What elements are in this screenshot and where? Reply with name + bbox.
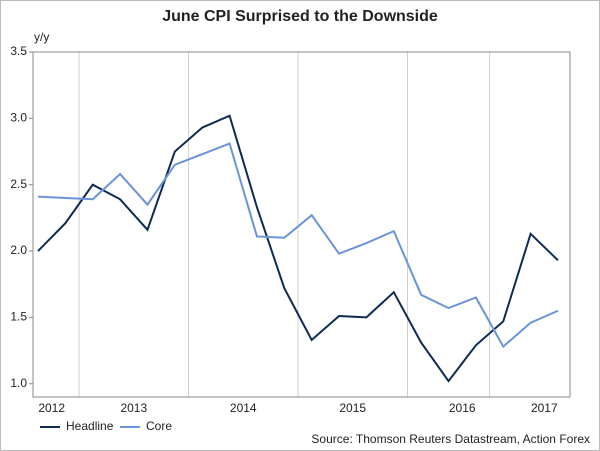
- y-tick-label: 1.5: [10, 310, 27, 324]
- x-tick-label: 2015: [339, 401, 366, 415]
- y-tick-label: 1.0: [10, 376, 27, 390]
- chart-title: June CPI Surprised to the Downside: [162, 8, 438, 25]
- y-tick-label: 3.5: [10, 44, 27, 58]
- x-tick-label: 2013: [120, 401, 147, 415]
- source: Source: Thomson Reuters Datastream, Acti…: [311, 432, 590, 446]
- x-tick-label: 2017: [531, 401, 558, 415]
- x-tick-label: 2016: [449, 401, 476, 415]
- y-tick-label: 2.0: [10, 243, 27, 257]
- line-series: [37, 114, 559, 383]
- x-tick-label: 2014: [230, 401, 257, 415]
- legend-label: Core: [146, 419, 172, 433]
- y-axis-label: y/y: [34, 30, 49, 44]
- y-tick-label: 3.0: [10, 111, 27, 125]
- plot-frame: [32, 51, 571, 398]
- x-tick-label: 2012: [38, 401, 65, 415]
- y-tick-label: 2.5: [10, 177, 27, 191]
- line-series: [37, 142, 559, 349]
- legend-label: Headline: [66, 419, 114, 433]
